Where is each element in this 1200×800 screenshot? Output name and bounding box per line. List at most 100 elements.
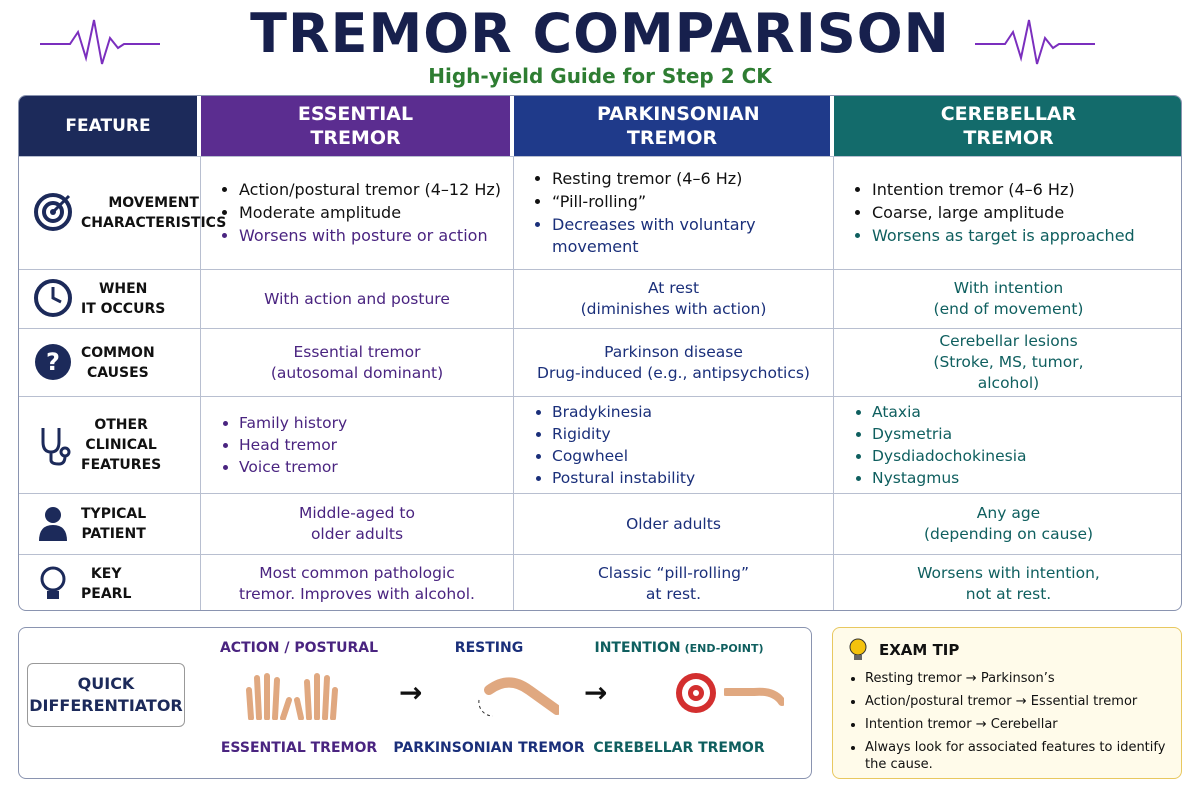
text-line: At rest <box>647 279 700 297</box>
table-cell: Action/postural tremor (4–12 Hz)Moderate… <box>201 156 514 269</box>
table-cell: AtaxiaDysmetriaDysdiadochokinesiaNystagm… <box>834 396 1181 493</box>
cell-text: With action and posture <box>264 289 450 310</box>
column-header: PARKINSONIAN TREMOR <box>514 96 830 156</box>
table-cell: Essential tremor (autosomal dominant) <box>201 328 514 396</box>
cell-text: Parkinson disease Drug-induced (e.g., ant… <box>537 342 810 384</box>
column-header-text: CEREBELLAR TREMOR <box>940 103 1077 149</box>
subtitle: High-yield Guide for Step 2 CK <box>428 64 772 88</box>
row-label-text: WHEN IT OCCURS <box>81 279 165 319</box>
text-line: Cerebellar lesions <box>939 332 1078 350</box>
bullet-item: Head tremor <box>239 435 347 456</box>
type-label: INTENTION <box>594 640 681 656</box>
bulb-icon <box>849 638 867 660</box>
table-cell: With action and posture <box>201 269 514 328</box>
bullet-item: Worsens as target is approached <box>872 225 1135 247</box>
bullet-item: Postural instability <box>552 468 695 489</box>
row-icon <box>34 193 72 231</box>
type-note: (END-POINT) <box>684 642 764 655</box>
row-label: WHEN IT OCCURS <box>19 269 201 328</box>
label-line: COMMON <box>81 344 155 361</box>
tip-item: Resting tremor → Parkinson’s <box>865 670 1167 687</box>
text-line: Drug-induced (e.g., antipsychotics) <box>537 363 810 382</box>
bullet-item: Action/postural tremor (4–12 Hz) <box>239 179 501 201</box>
differentiator-bottom: PARKINSONIAN TREMOR <box>393 740 585 756</box>
hands-icon <box>246 673 338 720</box>
cell-text: Worsens with intention, not at rest. <box>917 563 1100 605</box>
label-line: CLINICAL <box>85 437 157 453</box>
row-icon <box>34 279 72 317</box>
tip-item: Always look for associated features to i… <box>865 739 1167 773</box>
quick-differentiator: QUICK DIFFERENTIATOR → → ACTION / POSTURA… <box>18 627 812 779</box>
bullet-item: Rigidity <box>552 424 695 445</box>
row-label: ? COMMON CAUSES <box>19 328 201 396</box>
row-label-text: COMMON CAUSES <box>81 343 155 383</box>
cell-text: Classic “pill-rolling” at rest. <box>598 563 749 605</box>
title: TREMOR COMPARISON <box>250 2 950 65</box>
bullet-list: Resting tremor (4–6 Hz)“Pill-rolling”Dec… <box>514 167 833 259</box>
text-line: Middle-aged to <box>299 504 415 522</box>
table-cell: Older adults <box>514 493 834 554</box>
row-label: OTHER CLINICAL FEATURES <box>19 396 201 493</box>
row-label-text: MOVEMENT CHARACTERISTICS <box>81 193 226 233</box>
cell-text: Most common pathologic tremor. Improves w… <box>239 563 475 605</box>
bullet-item: Decreases with voluntary movement <box>552 214 825 258</box>
column-header: FEATURE <box>19 96 197 156</box>
bullet-item: Worsens with posture or action <box>239 225 501 247</box>
pulse-icon <box>40 19 160 65</box>
bullet-item: Coarse, large amplitude <box>872 202 1135 224</box>
row-label: TYPICAL PATIENT <box>19 493 201 554</box>
bullet-item: Family history <box>239 413 347 434</box>
bullet-item: Dysdiadochokinesia <box>872 446 1027 467</box>
bullet-item: Resting tremor (4–6 Hz) <box>552 168 825 190</box>
row-label-text: TYPICAL PATIENT <box>81 504 146 544</box>
row-icon <box>39 507 67 541</box>
text-line: alcohol) <box>977 374 1040 392</box>
differentiator-top: INTENTION (END-POINT) <box>579 640 779 656</box>
label-line: DIFFERENTIATOR <box>29 696 183 715</box>
bullet-list: Action/postural tremor (4–12 Hz)Moderate… <box>201 178 509 248</box>
label-line: PATIENT <box>81 526 146 542</box>
cell-text: Any age (depending on cause) <box>924 503 1093 545</box>
bullet-list: BradykinesiaRigidityCogwheelPostural ins… <box>514 401 703 490</box>
text-line: Any age <box>976 504 1041 522</box>
cell-text: Older adults <box>626 514 721 535</box>
differentiator-label: QUICK DIFFERENTIATOR <box>27 663 185 727</box>
text-line: (Stroke, MS, tumor, <box>933 353 1084 371</box>
svg-text:?: ? <box>46 348 60 376</box>
text-line: With intention <box>953 279 1064 297</box>
row-icon <box>40 566 66 599</box>
text-line: (diminishes with action) <box>580 300 767 318</box>
text-line: (autosomal dominant) <box>270 363 444 382</box>
table-cell: At rest (diminishes with action) <box>514 269 834 328</box>
label-text: QUICK DIFFERENTIATOR <box>29 673 183 717</box>
column-header-text: PARKINSONIAN TREMOR <box>597 103 760 149</box>
table-cell: Classic “pill-rolling” at rest. <box>514 554 834 610</box>
bullet-item: Intention tremor (4–6 Hz) <box>872 179 1135 201</box>
label-line: KEY <box>90 565 122 582</box>
bullet-item: Voice tremor <box>239 457 347 478</box>
bullet-item: Cogwheel <box>552 446 695 467</box>
row-label-text: OTHER CLINICAL FEATURES <box>81 415 161 475</box>
cell-text: Essential tremor (autosomal dominant) <box>271 342 443 384</box>
table-cell: Most common pathologic tremor. Improves w… <box>201 554 514 610</box>
differentiator-top: ACTION / POSTURAL <box>199 640 399 656</box>
tip-item: Action/postural tremor → Essential tremo… <box>865 693 1167 710</box>
table-cell: BradykinesiaRigidityCogwheelPostural ins… <box>514 396 834 493</box>
text-line: not at rest. <box>965 584 1052 603</box>
column-header: ESSENTIAL TREMOR <box>201 96 510 156</box>
label-line: IT OCCURS <box>81 301 166 317</box>
table-cell: Parkinson disease Drug-induced (e.g., ant… <box>514 328 834 396</box>
label-line: CHARACTERISTICS <box>81 215 227 231</box>
text-line: (depending on cause) <box>923 525 1094 543</box>
bullet-item: Ataxia <box>872 402 1027 423</box>
row-icon <box>41 428 71 466</box>
comparison-table: FEATURE ESSENTIAL TREMOR PARKINSONIAN TREM… <box>18 95 1182 611</box>
column-header-text: FEATURE <box>65 116 151 136</box>
differentiator-bottom: CEREBELLAR TREMOR <box>593 740 765 756</box>
table-cell: Resting tremor (4–6 Hz)“Pill-rolling”Dec… <box>514 156 834 269</box>
text-line: With action and posture <box>264 289 450 308</box>
cell-text: Middle-aged to older adults <box>299 503 415 545</box>
row-label: KEY PEARL <box>19 554 201 610</box>
tip-list: Resting tremor → Parkinson’s Action/postu… <box>847 670 1167 773</box>
table-cell: Worsens with intention, not at rest. <box>834 554 1181 610</box>
